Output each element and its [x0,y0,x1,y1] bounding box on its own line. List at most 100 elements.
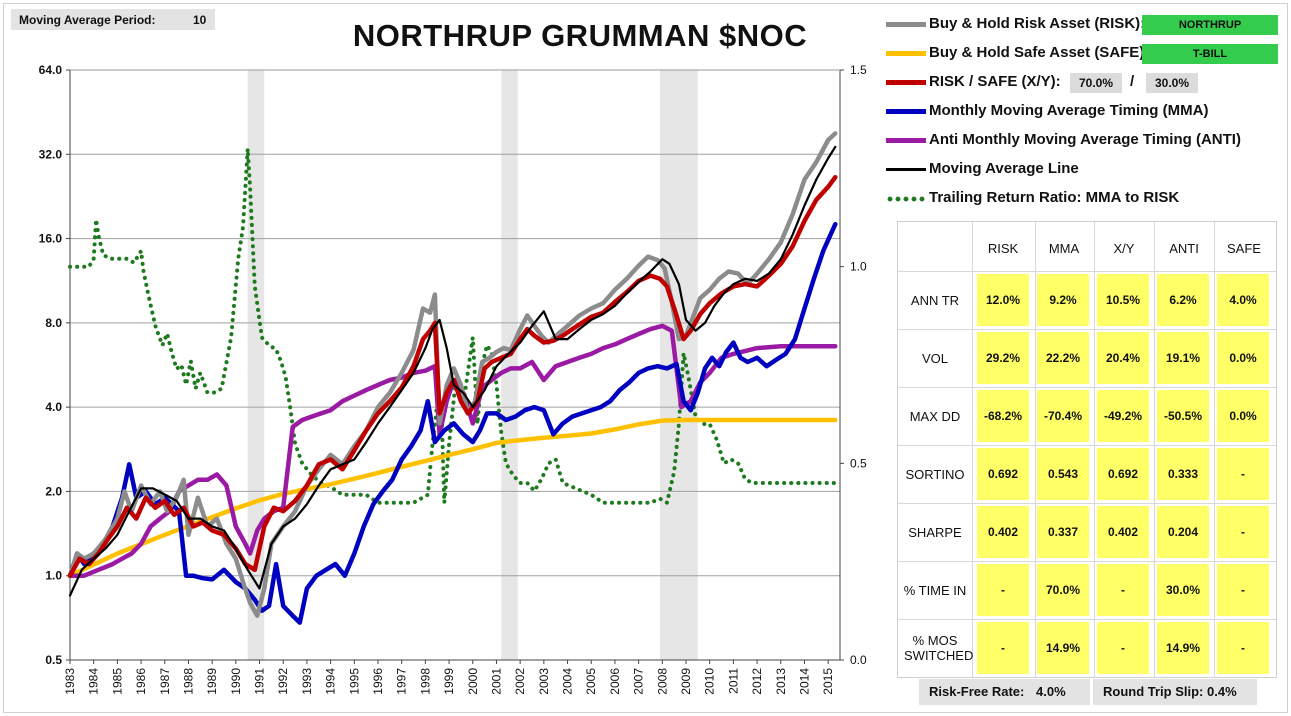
slip-value[interactable]: 0.4% [1207,684,1237,699]
x-tick-label: 1996 [371,668,385,695]
stats-cell-anti: 14.9% [1157,622,1209,674]
y-tick-label: 64.0 [39,63,63,77]
stats-cell-mma: 0.337 [1037,506,1089,558]
stats-cell-anti: 0.204 [1157,506,1209,558]
stats-row-label: ANN TR [910,293,960,308]
stats-header-mma: MMA [1048,241,1080,256]
legend-label-xy: RISK / SAFE (X/Y): [929,73,1061,90]
legend-label-anti: Anti Monthly Moving Average Timing (ANTI… [929,131,1241,148]
legend-swatch-safe [886,51,926,56]
stats-cell-anti: 30.0% [1157,564,1209,616]
legend-item-ma: Moving Average Line [884,157,1284,181]
round-trip-slip-box[interactable]: Round Trip Slip: 0.4% [1093,679,1257,705]
stats-cell-safe: 0.0% [1217,390,1269,442]
stats-cell-xy: - [1097,622,1149,674]
x-tick-label: 1998 [418,668,432,695]
x-tick-label: 2012 [750,668,764,695]
safe-weight-input[interactable]: 30.0% [1146,73,1198,93]
chart-frame [3,3,1288,713]
legend-label-ma: Moving Average Line [929,160,1079,177]
x-tick-label: 2013 [774,668,788,695]
x-tick-label: 2010 [703,668,717,695]
stats-cell-mma: 0.543 [1037,448,1089,500]
stats-table: RISK MMA X/Y ANTI SAFE ANN TR 12.0% 9.2% 10… [897,221,1277,678]
legend-item-xy: RISK / SAFE (X/Y): 70.0% / 30.0% [884,70,1284,94]
y2-tick-label: 1.5 [850,63,867,77]
x-tick-label: 2015 [821,668,835,695]
series-line-mma [67,221,838,625]
legend-item-anti: Anti Monthly Moving Average Timing (ANTI… [884,128,1284,152]
y-tick-label: 2.0 [45,484,62,498]
stats-cell-safe: 4.0% [1217,274,1269,326]
legend-item-ratio: Trailing Return Ratio: MMA to RISK [884,186,1284,210]
stats-cell-xy: 0.692 [1097,448,1149,500]
stats-cell-safe: - [1217,564,1269,616]
x-tick-label: 2006 [608,668,622,695]
period-value[interactable]: 10 [193,13,207,27]
recession-band [501,70,518,660]
x-tick-label: 1991 [253,668,267,695]
legend-swatch-mma [886,109,926,114]
x-tick-label: 2002 [513,668,527,695]
x-tick-label: 1993 [300,668,314,695]
stats-cell-risk: 29.2% [977,332,1029,384]
risk-free-rate-box[interactable]: Risk-Free Rate: 4.0% [919,679,1090,705]
stats-row-label: % MOS SWITCHED [904,633,974,663]
x-tick-label: 1984 [87,668,101,695]
stats-header-risk: RISK [987,241,1019,256]
stats-cell-risk: 0.402 [977,506,1029,558]
stats-cell-anti: 19.1% [1157,332,1209,384]
x-tick-label: 2014 [797,668,811,695]
legend-label-safe: Buy & Hold Safe Asset (SAFE): [929,44,1150,61]
stats-cell-risk: 12.0% [977,274,1029,326]
slip-label: Round Trip Slip: [1103,684,1204,699]
x-tick-label: 1995 [347,668,361,695]
stats-cell-mma: 9.2% [1037,274,1089,326]
moving-average-period-box[interactable]: Moving Average Period: 10 [11,9,215,30]
stats-cell-risk: -68.2% [977,390,1029,442]
x-tick-label: 1985 [110,668,124,695]
series-line-safe [67,417,838,578]
stats-row-label: SHARPE [908,525,962,540]
x-tick-label: 2003 [537,668,551,695]
stats-cell-risk: 0.692 [977,448,1029,500]
risk-free-label: Risk-Free Rate: [929,684,1025,699]
risk-free-value[interactable]: 4.0% [1036,684,1066,699]
stats-header-anti: ANTI [1169,241,1199,256]
legend-swatch-anti [886,138,926,143]
x-tick-label: 1983 [63,668,77,695]
x-tick-label: 1988 [181,668,195,695]
risk-asset-selector[interactable]: NORTHRUP [1142,15,1278,35]
x-tick-label: 2009 [679,668,693,695]
x-tick-label: 2001 [489,668,503,695]
stats-cell-xy: -49.2% [1097,390,1149,442]
legend-label-risk: Buy & Hold Risk Asset (RISK): [929,15,1146,32]
stats-row-label: MAX DD [909,409,961,424]
x-tick-label: 1994 [324,668,338,695]
stats-cell-xy: 20.4% [1097,332,1149,384]
stats-cell-risk: - [977,622,1029,674]
legend-label-mma: Monthly Moving Average Timing (MMA) [929,102,1209,119]
stats-cell-safe: 0.0% [1217,332,1269,384]
stats-cell-safe: - [1217,506,1269,558]
safe-asset-selector[interactable]: T-BILL [1142,44,1278,64]
legend-swatch-risk [886,22,926,27]
stats-cell-anti: -50.5% [1157,390,1209,442]
stats-cell-mma: -70.4% [1037,390,1089,442]
legend-swatch-ratio [886,196,926,202]
y2-tick-label: 1.0 [850,260,867,274]
risk-weight-input[interactable]: 70.0% [1070,73,1122,93]
y-tick-label: 16.0 [39,232,63,246]
x-tick-label: 2011 [726,668,740,694]
stats-cell-safe: - [1217,622,1269,674]
x-tick-label: 1997 [395,668,409,695]
y-tick-label: 4.0 [45,400,62,414]
x-tick-label: 1999 [442,668,456,695]
x-tick-label: 2007 [632,668,646,695]
x-tick-label: 1992 [276,668,290,695]
x-tick-label: 2005 [584,668,598,695]
stats-row-label: VOL [921,351,948,366]
period-label: Moving Average Period: [19,13,156,27]
legend-swatch-ma [886,168,926,171]
x-tick-label: 1986 [134,668,148,695]
